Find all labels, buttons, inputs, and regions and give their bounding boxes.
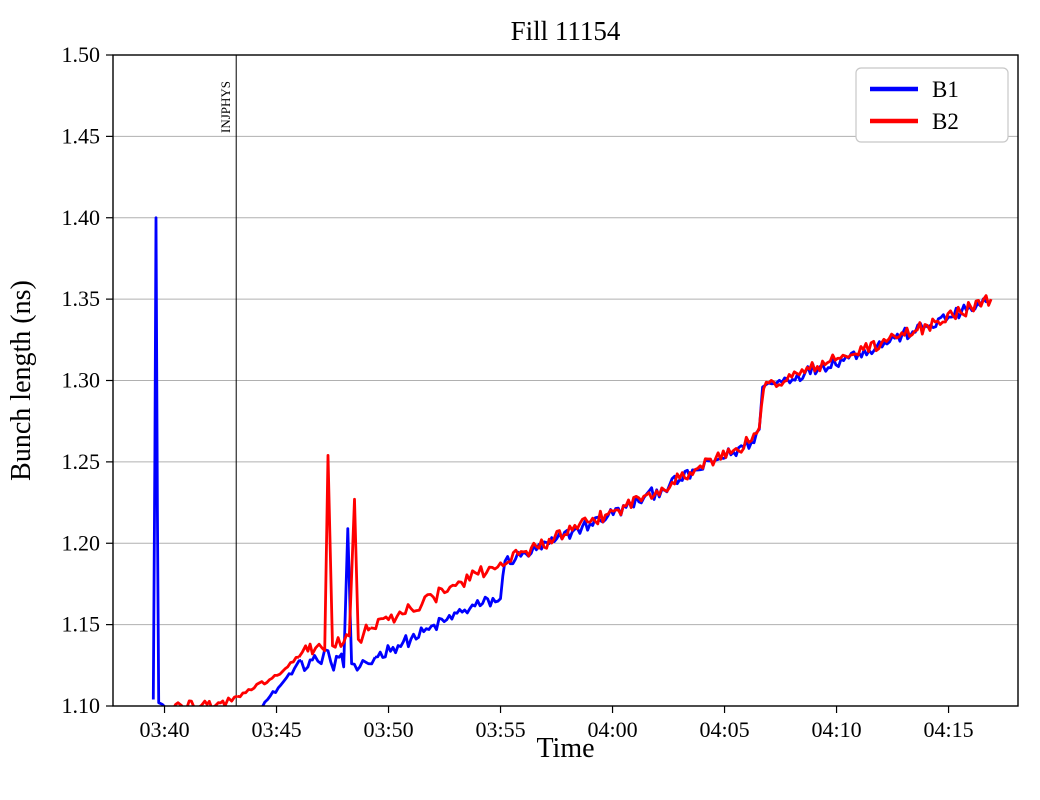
- series-b2-line: [370, 294, 993, 631]
- y-axis-label: Bunch length (ns): [6, 280, 37, 481]
- legend-label: B1: [932, 77, 959, 102]
- injphys-label: INJPHYS: [218, 81, 233, 133]
- gridlines: [113, 54, 1018, 707]
- legend-box: [855, 67, 1009, 143]
- series-b1-line: [261, 659, 302, 706]
- y-tick-label: 1.30: [62, 368, 101, 393]
- series-b1-line: [151, 216, 166, 706]
- x-axis-label: Time: [536, 733, 594, 764]
- series-b1-line: [374, 297, 990, 659]
- x-tick-label: 04:00: [587, 717, 637, 742]
- chart-title: Fill 11154: [511, 16, 621, 46]
- y-tick-label: 1.10: [62, 693, 101, 718]
- y-tick-label: 1.20: [62, 530, 101, 555]
- x-tick-label: 04:10: [811, 717, 861, 742]
- series-b2-line: [237, 655, 299, 699]
- y-tick-label: 1.50: [62, 42, 101, 67]
- x-tick-label: 04:05: [699, 717, 749, 742]
- x-tick-label: 03:50: [363, 717, 413, 742]
- series-b2-line: [173, 694, 238, 706]
- x-tick-label: 03:40: [139, 717, 189, 742]
- series-b2-line: [297, 454, 372, 658]
- y-tick-label: 1.15: [62, 612, 101, 637]
- y-tick-label: 1.45: [62, 123, 101, 148]
- series-group: [151, 216, 993, 706]
- x-tick-label: 03:55: [475, 717, 525, 742]
- x-tick-label: 04:15: [923, 717, 973, 742]
- y-tick-label: 1.25: [62, 449, 101, 474]
- y-tick-label: 1.40: [62, 205, 101, 230]
- y-tick-label: 1.35: [62, 286, 101, 311]
- series-b1-line: [299, 527, 377, 672]
- legend-label: B2: [932, 109, 959, 134]
- x-tick-label: 03:45: [251, 717, 301, 742]
